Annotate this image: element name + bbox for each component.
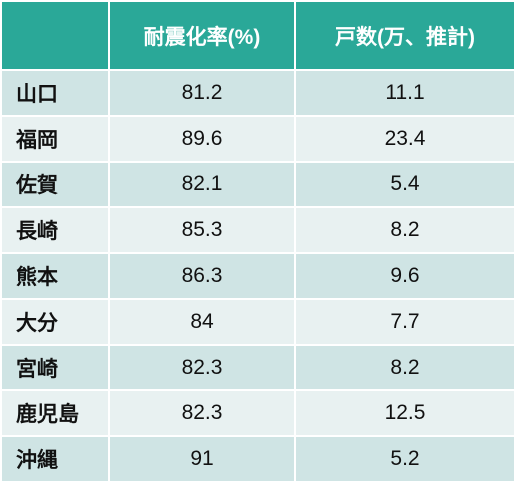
row-rate: 82.3 [110,345,294,390]
row-rate: 81.2 [110,71,294,115]
row-rate: 84 [110,299,294,344]
row-region: 山口 [2,71,108,115]
row-units: 9.6 [296,254,514,298]
row-region: 沖縄 [2,437,108,481]
row-region: 大分 [2,299,108,344]
row-units: 7.7 [296,299,514,344]
row-region: 宮崎 [2,345,108,390]
row-units: 5.2 [296,437,514,481]
row-region: 熊本 [2,254,108,298]
row-rate: 85.3 [110,208,294,253]
header-rate: 耐震化率(%) [110,2,294,69]
row-region: 佐賀 [2,162,108,207]
row-rate: 86.3 [110,254,294,298]
row-units: 12.5 [296,391,514,436]
row-units: 8.2 [296,345,514,390]
row-rate: 82.3 [110,391,294,436]
header-units: 戸数(万、推計) [296,2,514,69]
row-rate: 82.1 [110,162,294,207]
row-units: 8.2 [296,208,514,253]
row-rate: 89.6 [110,116,294,161]
row-region: 鹿児島 [2,391,108,436]
header-corner-cell [2,2,108,69]
row-region: 福岡 [2,116,108,161]
row-region: 長崎 [2,208,108,253]
row-rate: 91 [110,437,294,481]
row-units: 11.1 [296,71,514,115]
row-units: 23.4 [296,116,514,161]
row-units: 5.4 [296,162,514,207]
